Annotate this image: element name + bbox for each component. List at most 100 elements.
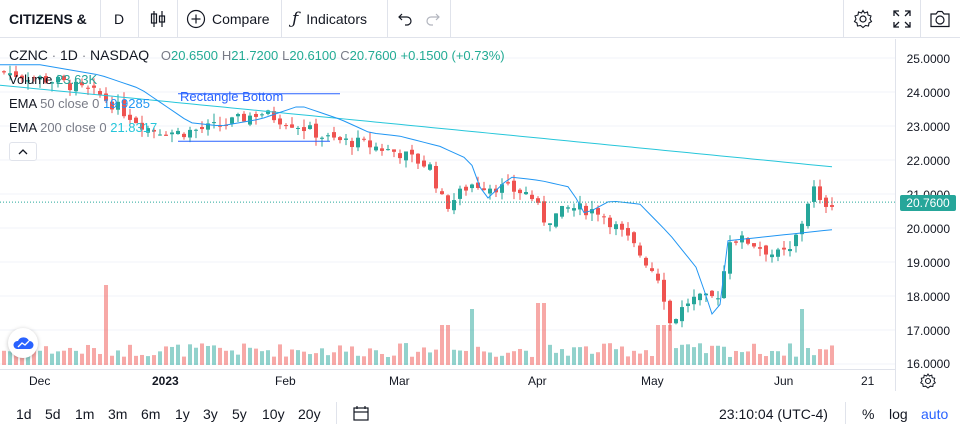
range-button-6m[interactable]: 6m — [141, 406, 161, 422]
volume-bar — [164, 346, 168, 365]
candle-body — [512, 180, 516, 192]
undo-icon[interactable] — [396, 0, 414, 38]
range-button-1m[interactable]: 1m — [75, 406, 95, 422]
candle-body — [806, 203, 810, 227]
candle-body — [488, 188, 492, 194]
range-button-20y[interactable]: 20y — [298, 406, 321, 422]
candle-body — [716, 298, 720, 300]
volume-bar — [404, 343, 408, 365]
candle-body — [602, 216, 606, 218]
candle-body — [506, 182, 510, 184]
candle-body — [8, 73, 12, 76]
auto-toggle[interactable]: auto — [921, 406, 949, 422]
volume-bar — [26, 355, 30, 365]
time-axis[interactable]: Dec 2023 Feb Mar Apr May Jun 21 — [0, 369, 895, 391]
rectangle-drawing-label[interactable]: Rectangle Bottom — [180, 89, 284, 104]
add-icon — [186, 9, 206, 29]
candle-body — [212, 122, 216, 124]
candle-body — [284, 125, 288, 127]
volume-bar — [722, 346, 726, 365]
clock-time[interactable]: 23:10:04 (UTC-4) — [719, 406, 828, 422]
divider — [920, 0, 921, 38]
ema50-legend[interactable]: EMA 50 close 0 19.9285 — [9, 96, 150, 111]
price-tick-label: 20.0000 — [906, 222, 950, 236]
compare-button[interactable]: Compare — [186, 0, 270, 38]
range-button-5d[interactable]: 5d — [45, 406, 61, 422]
volume-bar — [506, 352, 510, 365]
volume-bar — [650, 356, 654, 365]
volume-bar — [8, 351, 12, 365]
candle-body — [386, 149, 390, 151]
ema200-label: EMA — [9, 120, 37, 135]
volume-bar — [338, 345, 342, 365]
volume-bar — [344, 351, 348, 365]
candle-body — [758, 247, 762, 249]
volume-bar — [758, 353, 762, 365]
top-toolbar: CITIZENS & D Compare ƒ Indicators — [0, 0, 960, 38]
candle-body — [68, 83, 72, 91]
range-button-10y[interactable]: 10y — [262, 406, 285, 422]
volume-bar — [248, 347, 252, 365]
volume-bar — [620, 346, 624, 365]
volume-legend[interactable]: Volume 23.63K — [9, 72, 97, 87]
ema200-legend[interactable]: EMA 200 close 0 21.8317 — [9, 120, 157, 135]
range-button-1y[interactable]: 1y — [175, 406, 190, 422]
camera-icon[interactable] — [929, 0, 951, 38]
chart-pane[interactable] — [0, 39, 960, 369]
volume-bar — [632, 350, 636, 365]
volume-bar — [134, 355, 138, 365]
price-tick-label: 18.0000 — [906, 290, 950, 304]
indicators-button[interactable]: ƒ Indicators — [292, 0, 367, 38]
volume-bar — [62, 350, 66, 365]
range-button-3m[interactable]: 3m — [108, 406, 128, 422]
time-tick-label: Apr — [528, 374, 547, 388]
volume-bar — [680, 344, 684, 365]
volume-bar — [116, 350, 120, 365]
price-tick-label: 19.0000 — [906, 256, 950, 270]
interval-button[interactable]: D — [114, 11, 125, 27]
candle-body — [338, 137, 342, 141]
candle-body — [662, 279, 666, 302]
percent-toggle[interactable]: % — [862, 406, 875, 422]
log-toggle[interactable]: log — [889, 406, 908, 422]
volume-bar — [656, 325, 660, 365]
range-button-1d[interactable]: 1d — [16, 406, 32, 422]
symbol-search-button[interactable]: CITIZENS & — [9, 11, 87, 27]
candle-body — [530, 194, 534, 200]
price-tick-label: 24.0000 — [906, 86, 950, 100]
candles-icon[interactable] — [148, 0, 168, 38]
volume-bar — [212, 345, 216, 365]
volume-bar — [458, 350, 462, 365]
divider — [281, 0, 282, 38]
range-button-3y[interactable]: 3y — [203, 406, 218, 422]
candle-body — [314, 123, 318, 138]
cloud-logo-icon — [12, 336, 34, 350]
collapse-legend-button[interactable] — [9, 142, 37, 161]
ema50-value: 19.9285 — [102, 96, 150, 111]
price-chart[interactable] — [0, 39, 960, 369]
candle-body — [416, 153, 420, 164]
volume-bar — [2, 350, 6, 365]
candle-body — [86, 87, 90, 89]
volume-bar — [668, 325, 672, 365]
candle-body — [668, 300, 672, 324]
volume-bar — [794, 356, 798, 365]
candle-body — [32, 77, 36, 79]
axis-settings-icon[interactable] — [920, 373, 936, 389]
tradingview-logo[interactable] — [8, 328, 38, 358]
range-button-5y[interactable]: 5y — [232, 406, 247, 422]
candle-body — [548, 223, 552, 225]
fullscreen-icon[interactable] — [892, 0, 912, 38]
candle-body — [164, 134, 168, 136]
volume-bar — [302, 351, 306, 365]
candle-body — [158, 134, 162, 136]
volume-bar — [566, 355, 570, 365]
date-range-icon[interactable] — [353, 405, 371, 421]
settings-gear-icon[interactable] — [853, 0, 873, 38]
volume-bar — [284, 356, 288, 365]
volume-bar — [356, 355, 360, 365]
volume-bar — [710, 345, 714, 365]
volume-bar — [476, 346, 480, 365]
candle-body — [596, 207, 600, 215]
redo-icon[interactable] — [424, 0, 442, 38]
